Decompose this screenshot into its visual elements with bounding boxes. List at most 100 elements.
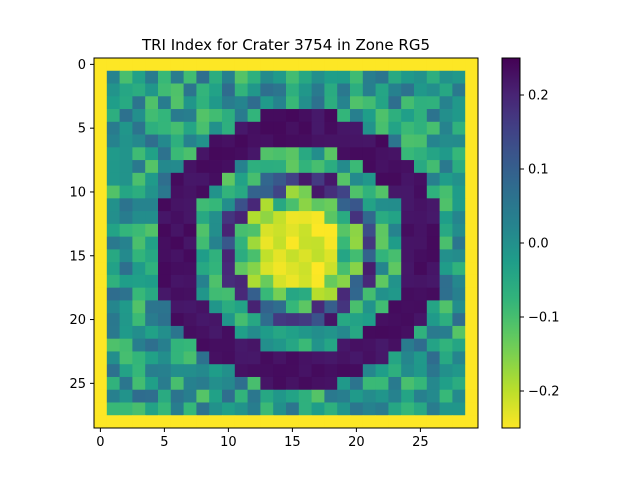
heatmap-cell	[145, 198, 159, 212]
heatmap-cell	[375, 300, 389, 314]
heatmap-cell	[247, 198, 261, 212]
heatmap-cell	[426, 172, 440, 186]
heatmap-cell	[145, 262, 159, 276]
heatmap-cell	[170, 83, 184, 97]
heatmap-cell	[170, 147, 184, 161]
heatmap-cell	[298, 376, 312, 391]
heatmap-cell	[183, 364, 197, 378]
heatmap-cell	[170, 338, 184, 352]
heatmap-cell	[234, 249, 248, 263]
heatmap-cell	[183, 160, 197, 174]
heatmap-cell	[388, 415, 402, 429]
heatmap-cell	[286, 262, 300, 276]
heatmap-cell	[158, 415, 172, 429]
heatmap-cell	[119, 211, 133, 225]
heatmap-cell	[132, 338, 146, 352]
heatmap-cell	[234, 172, 248, 186]
heatmap-cell	[311, 147, 325, 161]
heatmap-cell	[222, 236, 236, 250]
heatmap-cell	[401, 185, 415, 199]
x-tick-label: 10	[220, 435, 237, 450]
heatmap-cell	[375, 223, 389, 238]
heatmap-cell	[324, 351, 338, 365]
heatmap-cell	[106, 351, 120, 365]
heatmap-cell	[414, 325, 428, 340]
heatmap-cell	[286, 70, 300, 84]
heatmap-cell	[324, 70, 338, 84]
heatmap-cell	[119, 147, 133, 161]
heatmap-cell	[337, 300, 351, 314]
heatmap-cell	[298, 249, 312, 263]
heatmap-cell	[324, 121, 338, 135]
y-tick-label: 15	[69, 249, 86, 264]
heatmap-cell	[222, 83, 236, 97]
heatmap-cell	[286, 185, 300, 199]
heatmap-cell	[298, 160, 312, 174]
heatmap-cell	[414, 211, 428, 225]
heatmap-cell	[324, 325, 338, 340]
heatmap-cell	[426, 83, 440, 97]
heatmap-cell	[388, 236, 402, 250]
heatmap-cell	[426, 147, 440, 161]
heatmap-cell	[273, 313, 287, 327]
heatmap-cell	[298, 351, 312, 365]
heatmap-cell	[234, 351, 248, 365]
heatmap-cell	[183, 185, 197, 199]
heatmap-cell	[119, 338, 133, 352]
heatmap-cell	[260, 338, 274, 352]
heatmap-cell	[401, 262, 415, 276]
heatmap-cell	[170, 249, 184, 263]
heatmap-cell	[260, 389, 274, 403]
heatmap-cell	[375, 70, 389, 84]
heatmap-cell	[170, 58, 184, 72]
heatmap-cell	[158, 313, 172, 327]
heatmap-cell	[106, 211, 120, 225]
heatmap-cell	[170, 211, 184, 225]
heatmap-cell	[94, 70, 108, 84]
heatmap-cell	[311, 83, 325, 97]
heatmap-cell	[465, 351, 479, 365]
heatmap-cell	[452, 58, 466, 72]
heatmap-cell	[247, 389, 261, 403]
heatmap-cell	[324, 147, 338, 161]
heatmap-cell	[196, 249, 210, 263]
heatmap-cell	[286, 121, 300, 135]
x-tick-label: 5	[160, 435, 168, 450]
heatmap-cell	[452, 376, 466, 391]
heatmap-cell	[94, 58, 108, 72]
heatmap-cell	[324, 134, 338, 148]
heatmap-cell	[145, 351, 159, 365]
heatmap-cell	[286, 223, 300, 238]
heatmap-cell	[106, 415, 120, 429]
heatmap-cell	[260, 300, 274, 314]
heatmap-cell	[311, 70, 325, 84]
heatmap-cell	[234, 198, 248, 212]
heatmap-cell	[158, 236, 172, 250]
heatmap-cell	[324, 313, 338, 327]
heatmap-cell	[388, 300, 402, 314]
heatmap-cell	[106, 376, 120, 391]
heatmap-cell	[337, 376, 351, 391]
heatmap-cell	[337, 134, 351, 148]
heatmap-cell	[209, 96, 223, 110]
heatmap-cell	[234, 236, 248, 250]
heatmap-cell	[273, 236, 287, 250]
heatmap-cell	[273, 402, 287, 416]
heatmap-cell	[94, 351, 108, 365]
heatmap-cell	[260, 313, 274, 327]
heatmap-cell	[196, 364, 210, 378]
heatmap-cell	[158, 262, 172, 276]
heatmap-cell	[298, 83, 312, 97]
heatmap-cell	[439, 389, 453, 403]
heatmap-cell	[234, 300, 248, 314]
heatmap-cell	[286, 160, 300, 174]
heatmap-cell	[132, 172, 146, 186]
heatmap-cell	[311, 198, 325, 212]
heatmap-cell	[465, 300, 479, 314]
heatmap-cell	[311, 325, 325, 340]
heatmap-cell	[94, 134, 108, 148]
heatmap-cell	[388, 351, 402, 365]
heatmap-cell	[145, 313, 159, 327]
heatmap-cell	[119, 70, 133, 84]
heatmap-cell	[439, 351, 453, 365]
